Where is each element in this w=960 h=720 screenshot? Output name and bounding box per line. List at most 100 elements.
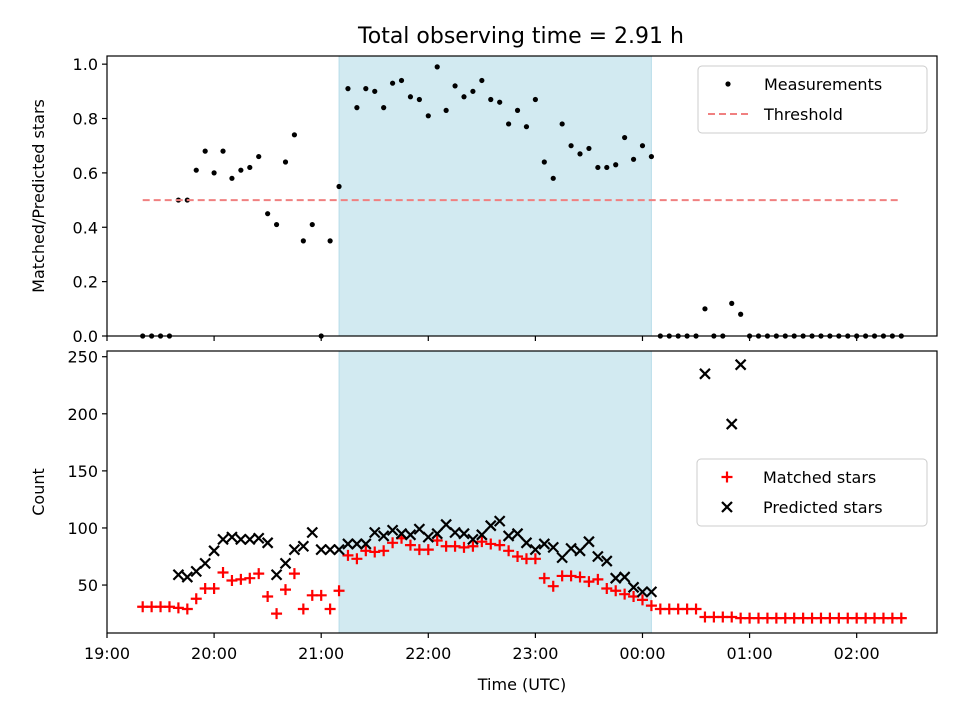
top-panel: 0.0 0.2 0.4 0.6 0.8 1.0 Matched/Predicted star… xyxy=(29,55,938,346)
matched-star-point xyxy=(690,603,702,615)
predicted-star-point xyxy=(734,358,747,371)
measurement-point xyxy=(595,164,601,171)
measurement-point xyxy=(407,94,414,100)
x-tick-label: 22:00 xyxy=(405,644,451,663)
legend-label: Threshold xyxy=(763,105,843,124)
x-tick-label: 20:00 xyxy=(191,644,237,663)
predicted-star-point xyxy=(368,526,381,539)
matched-star-point xyxy=(253,568,265,580)
legend-label: Predicted stars xyxy=(763,498,883,517)
matched-star-point xyxy=(592,573,604,585)
predicted-star-point xyxy=(467,533,479,546)
matched-star-point xyxy=(190,593,202,605)
predicted-star-point xyxy=(592,550,604,563)
matched-star-point xyxy=(726,611,738,623)
measurement-point xyxy=(506,121,512,127)
predicted-star-point xyxy=(440,518,452,531)
matched-star-point xyxy=(226,574,238,586)
measurement-point xyxy=(309,221,315,228)
measurement-point xyxy=(211,170,217,176)
measurement-point xyxy=(389,80,396,86)
measurement-point xyxy=(398,77,405,84)
measurement-point xyxy=(220,148,226,154)
y-tick-label: 100 xyxy=(67,519,98,538)
bottom-legend: Matched stars Predicted stars xyxy=(696,458,928,527)
predicted-star-point xyxy=(297,540,310,553)
x-tick-label: 01:00 xyxy=(727,644,773,663)
y-tick-label: 0.6 xyxy=(73,164,98,183)
measurement-point xyxy=(452,83,458,89)
matched-star-point xyxy=(387,537,399,549)
y-tick-label: 250 xyxy=(67,348,98,367)
predicted-star-point xyxy=(565,542,577,555)
matched-star-point xyxy=(610,585,622,597)
predicted-star-point xyxy=(386,524,399,537)
predicted-star-point xyxy=(699,368,711,380)
matched-star-point xyxy=(244,572,256,584)
matched-star-point xyxy=(404,539,416,551)
predicted-star-point xyxy=(404,529,417,541)
bottom-panel: 19:00 20:00 21:00 22:00 23:00 00:00 01:00 02:00… xyxy=(29,348,938,694)
top-legend: Measurements Threshold xyxy=(697,65,928,134)
measurement-point xyxy=(273,221,280,228)
measurement-point xyxy=(229,175,235,181)
predicted-star-point xyxy=(583,535,595,548)
predicted-star-point xyxy=(377,530,390,542)
matched-star-point xyxy=(217,566,229,578)
predicted-star-point xyxy=(360,538,372,550)
matched-star-point xyxy=(297,603,309,615)
y-tick-label: 0.2 xyxy=(73,273,98,292)
measurement-point xyxy=(247,164,253,171)
measurement-point xyxy=(523,124,530,130)
matched-star-point xyxy=(360,545,372,557)
measurement-point xyxy=(345,86,351,92)
y-tick-label: 0.0 xyxy=(73,327,98,346)
matched-star-point xyxy=(333,585,345,597)
matched-star-point xyxy=(485,538,497,550)
x-tick-label: 23:00 xyxy=(512,644,558,663)
predicted-star-point xyxy=(476,529,488,541)
predicted-star-point xyxy=(618,571,631,583)
y-tick-label: 50 xyxy=(78,576,98,595)
matched-star-point xyxy=(271,608,283,620)
matched-star-point xyxy=(324,603,336,615)
matched-star-point xyxy=(208,582,220,594)
predicted-star-point xyxy=(324,543,336,556)
matched-star-point xyxy=(547,580,559,592)
predicted-star-point xyxy=(190,565,203,578)
matched-star-point xyxy=(288,568,300,580)
matched-star-point xyxy=(636,594,648,606)
legend-marker-matched xyxy=(721,471,733,483)
measurement-point xyxy=(470,88,476,94)
measurement-point xyxy=(336,183,342,190)
matched-star-point xyxy=(315,589,327,601)
predicted-star-point xyxy=(270,568,283,581)
measurement-point xyxy=(630,156,637,162)
y-tick-label: 1.0 xyxy=(73,55,98,74)
predicted-star-point xyxy=(601,555,613,567)
predicted-star-point xyxy=(431,527,443,540)
measurement-point xyxy=(381,105,387,111)
predicted-star-point xyxy=(342,538,354,550)
bottom-axes-frame xyxy=(106,350,938,634)
measurement-point xyxy=(577,151,583,157)
predicted-star-point xyxy=(493,515,506,527)
measurement-point xyxy=(372,88,378,94)
measurement-point xyxy=(497,99,503,105)
matched-star-point xyxy=(645,600,657,612)
predicted-star-point xyxy=(351,538,363,550)
measurement-point xyxy=(479,77,485,84)
legend-box xyxy=(697,65,928,134)
matched-star-point xyxy=(279,584,291,596)
y-tick-label: 150 xyxy=(67,462,98,481)
matched-star-point xyxy=(235,573,247,585)
matched-star-point xyxy=(494,539,506,551)
matched-star-point xyxy=(529,553,541,565)
measurement-point xyxy=(622,134,628,141)
predicted-star-point xyxy=(226,531,238,543)
predicted-star-point xyxy=(244,533,256,546)
matched-star-point xyxy=(449,540,461,552)
legend-box xyxy=(696,458,928,527)
x-tick-label: 21:00 xyxy=(298,644,344,663)
matched-star-point xyxy=(583,576,595,588)
